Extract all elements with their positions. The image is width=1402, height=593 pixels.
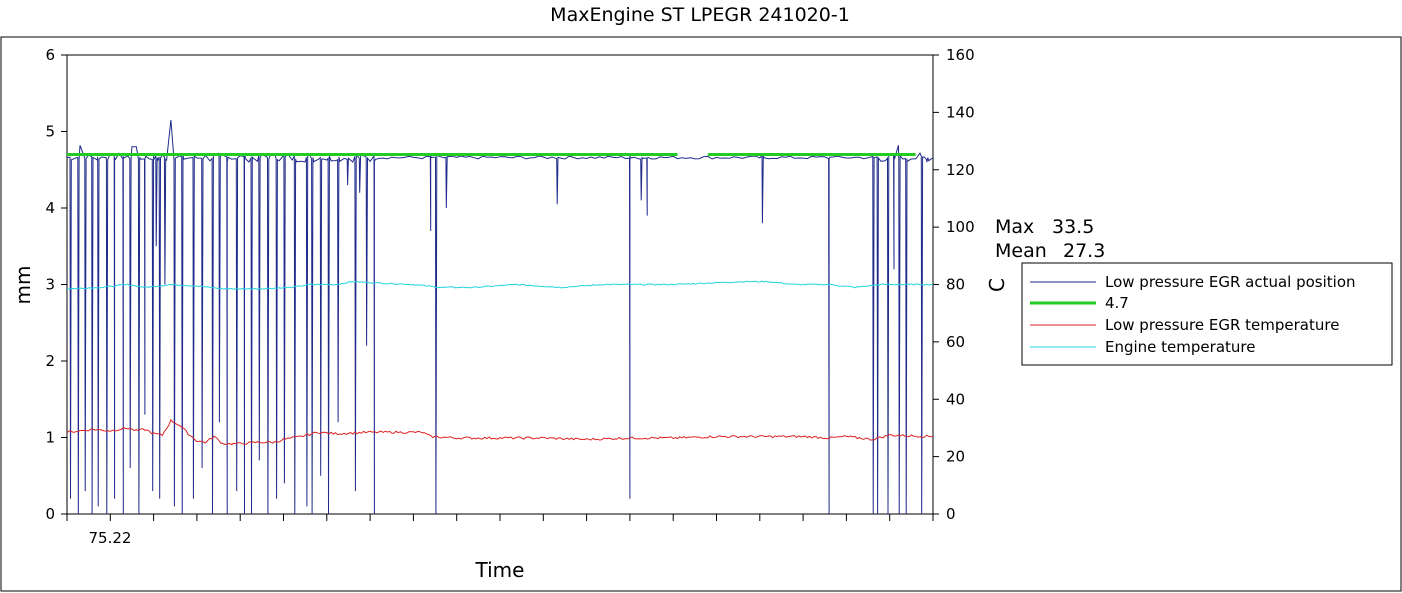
legend-label-egr-position: Low pressure EGR actual position (1105, 273, 1356, 291)
y-left-tick-label: 3 (45, 276, 55, 294)
y-left-axis-label: mm (11, 266, 35, 305)
chart-title: MaxEngine ST LPEGR 241020-1 (550, 4, 850, 26)
legend-label-threshold: 4.7 (1105, 294, 1129, 312)
y-left-tick-label: 5 (45, 123, 55, 141)
y-right-tick-label: 20 (946, 448, 965, 466)
legend-label-egr-temperature: Low pressure EGR temperature (1105, 316, 1339, 334)
y-right-tick-label: 0 (946, 505, 956, 523)
y-left-tick-label: 2 (45, 352, 55, 370)
x-tick-label: 75.22 (89, 529, 132, 547)
stat-max-value: 33.5 (1052, 216, 1094, 238)
y-right-tick-label: 80 (946, 276, 965, 294)
y-right-tick-label: 40 (946, 390, 965, 408)
legend: Low pressure EGR actual position 4.7 Low… (1021, 262, 1393, 366)
legend-label-engine-temperature: Engine temperature (1105, 338, 1255, 356)
y-left-tick-label: 0 (45, 505, 55, 523)
y-left-tick-label: 1 (45, 429, 55, 447)
y-right-axis-label: C (985, 278, 1009, 292)
x-axis-label: Time (475, 558, 525, 582)
y-right-tick-label: 140 (946, 103, 975, 121)
series-line-egr-position (66, 119, 934, 515)
y-right-tick-label: 120 (946, 161, 975, 179)
stat-mean-label: Mean (995, 240, 1047, 262)
stat-mean-value: 27.3 (1063, 240, 1105, 262)
stat-max-label: Max (995, 216, 1034, 238)
legend-box (1021, 262, 1393, 366)
y-right-tick-label: 60 (946, 333, 965, 351)
series-line-egr-temperature (66, 418, 934, 446)
y-left-tick-label: 4 (45, 199, 55, 217)
y-left-tick-label: 6 (45, 46, 55, 64)
y-right-tick-label: 100 (946, 218, 975, 236)
y-right-tick-label: 160 (946, 46, 975, 64)
series-line-engine-temperature (67, 280, 933, 290)
outer-frame (0, 36, 1402, 592)
